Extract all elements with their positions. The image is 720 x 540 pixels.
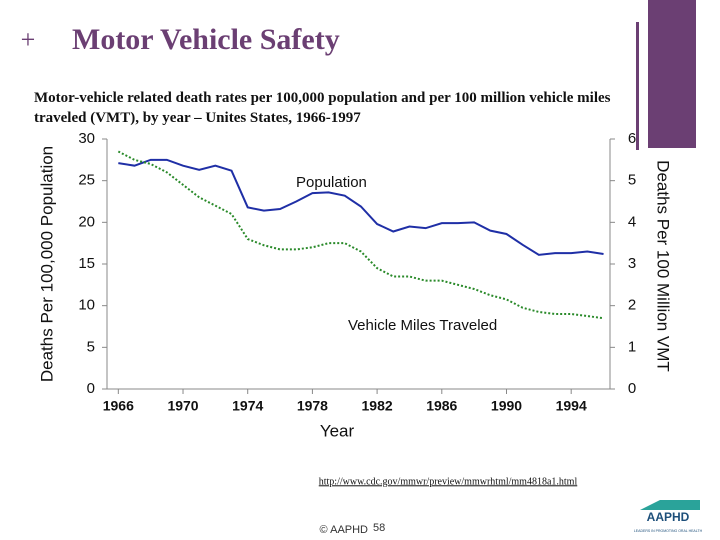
y-tick-label: 20 xyxy=(78,213,95,230)
y2-tick-label: 1 xyxy=(628,338,636,355)
y-tick-label: 0 xyxy=(87,380,95,397)
accent-line xyxy=(636,22,639,150)
y-tick-label: 15 xyxy=(78,255,95,272)
slide-plus: + xyxy=(21,25,36,54)
y-tick-label: 30 xyxy=(78,130,95,147)
logo-text: AAPHD xyxy=(647,510,690,524)
accent-bar xyxy=(648,0,696,148)
x-tick-label: 1982 xyxy=(362,398,393,414)
x-tick-label: 1986 xyxy=(426,398,457,414)
x-tick-label: 1990 xyxy=(491,398,522,414)
logo-tagline: LEADERS IN PROMOTING ORAL HEALTH xyxy=(634,529,703,533)
x-axis-label: Year xyxy=(320,421,355,440)
x-tick-label: 1974 xyxy=(232,398,263,414)
y-tick-label: 10 xyxy=(78,297,95,314)
y-tick-label: 25 xyxy=(78,172,95,189)
y2-tick-label: 5 xyxy=(628,172,636,189)
series-label: Vehicle Miles Traveled xyxy=(348,317,497,334)
y-tick-label: 5 xyxy=(87,338,95,355)
x-tick-label: 1970 xyxy=(167,398,198,414)
x-tick-label: 1994 xyxy=(556,398,587,414)
x-tick-label: 1966 xyxy=(103,398,134,414)
y2-tick-label: 4 xyxy=(628,213,636,230)
series-label: Population xyxy=(296,174,367,191)
series-line xyxy=(118,158,604,256)
logo-shape xyxy=(640,500,700,510)
source-url[interactable]: http://www.cdc.gov/mmwr/preview/mmwrhtml… xyxy=(319,476,578,487)
page-number: 58 xyxy=(373,522,385,534)
y2-tick-label: 0 xyxy=(628,380,636,397)
series-line xyxy=(117,150,604,320)
y2-tick-label: 2 xyxy=(628,297,636,314)
chart-title: Motor-vehicle related death rates per 10… xyxy=(34,90,611,126)
y-axis-label: Deaths Per 100,000 Population xyxy=(37,146,56,382)
x-tick-label: 1978 xyxy=(297,398,328,414)
footer: © AAPHD xyxy=(320,524,369,536)
y2-tick-label: 3 xyxy=(628,255,636,272)
y2-axis-label: Deaths Per 100 Million VMT xyxy=(654,160,673,372)
logo: AAPHD LEADERS IN PROMOTING ORAL HEALTH xyxy=(634,500,703,533)
y2-tick-label: 6 xyxy=(628,130,636,147)
slide-title: Motor Vehicle Safety xyxy=(72,23,340,56)
